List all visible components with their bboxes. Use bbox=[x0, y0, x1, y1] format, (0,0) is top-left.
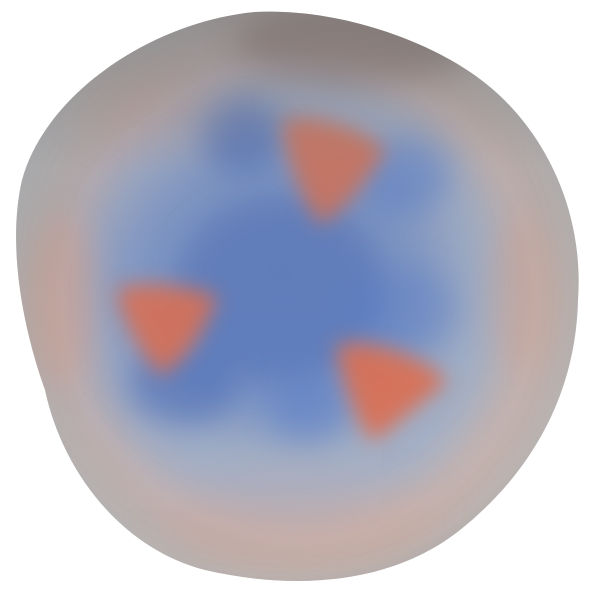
surface-render-scene bbox=[16, 11, 579, 581]
edge-shadow-overlay bbox=[16, 11, 579, 581]
surface-body bbox=[16, 11, 579, 581]
colored-surface-render bbox=[16, 11, 579, 581]
